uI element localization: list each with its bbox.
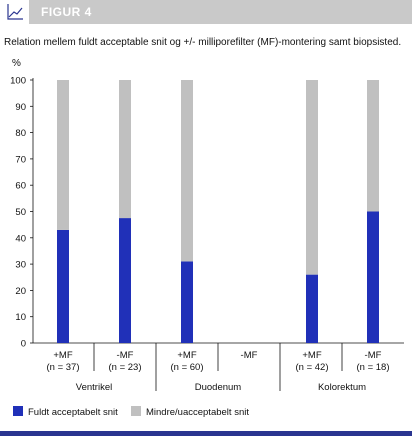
- y-tick-label: 20: [15, 286, 26, 297]
- x-tick-label: +MF: [177, 350, 196, 361]
- y-tick-label: 0: [21, 339, 26, 350]
- bar-fuldt-acceptabelt: [181, 261, 193, 343]
- chart-subtitle: Relation mellem fuldt acceptable snit og…: [4, 37, 402, 48]
- group-label: Duodenum: [195, 382, 242, 393]
- y-tick-label: 30: [15, 260, 26, 271]
- x-tick-label: -MF: [241, 350, 258, 361]
- bar-fuldt-acceptabelt: [367, 211, 379, 343]
- legend-swatch-not-accepted: [131, 406, 141, 416]
- bottom-rule: [0, 431, 412, 436]
- bar-fuldt-acceptabelt: [57, 229, 69, 343]
- bar-mindre-uacceptabelt: [306, 80, 318, 275]
- y-tick-label: 100: [10, 76, 26, 87]
- bar-mindre-uacceptabelt: [181, 80, 193, 262]
- line-chart-icon: [0, 0, 29, 24]
- legend-label-not-accepted: Mindre/uacceptabelt snit: [146, 407, 249, 418]
- bar-mindre-uacceptabelt: [119, 80, 131, 219]
- x-tick-count-label: (n = 18): [356, 362, 389, 373]
- x-tick-label: +MF: [53, 350, 72, 361]
- y-tick-label: 10: [15, 312, 26, 323]
- x-tick-label: -MF: [117, 350, 134, 361]
- legend-swatch-accepted: [13, 406, 23, 416]
- y-tick-label: 60: [15, 181, 26, 192]
- x-tick-count-label: (n = 23): [108, 362, 141, 373]
- x-tick-count-label: (n = 37): [46, 362, 79, 373]
- y-axis-label: %: [12, 58, 21, 69]
- bar-fuldt-acceptabelt: [306, 274, 318, 343]
- x-tick-label: -MF: [365, 350, 382, 361]
- x-tick-count-label: (n = 42): [295, 362, 328, 373]
- figure-label: FIGUR 4: [41, 5, 92, 19]
- bar-fuldt-acceptabelt: [119, 218, 131, 343]
- y-tick-label: 80: [15, 128, 26, 139]
- figure-header: FIGUR 4: [0, 0, 412, 24]
- y-tick-label: 40: [15, 233, 26, 244]
- y-tick-label: 70: [15, 154, 26, 165]
- group-label: Ventrikel: [76, 382, 112, 393]
- x-tick-count-label: (n = 60): [170, 362, 203, 373]
- legend-label-accepted: Fuldt acceptabelt snit: [28, 407, 118, 418]
- y-tick-label: 50: [15, 207, 26, 218]
- x-tick-label: +MF: [302, 350, 321, 361]
- bar-mindre-uacceptabelt: [367, 80, 379, 212]
- y-tick-label: 90: [15, 102, 26, 113]
- bar-mindre-uacceptabelt: [57, 80, 69, 230]
- group-label: Kolorektum: [318, 382, 366, 393]
